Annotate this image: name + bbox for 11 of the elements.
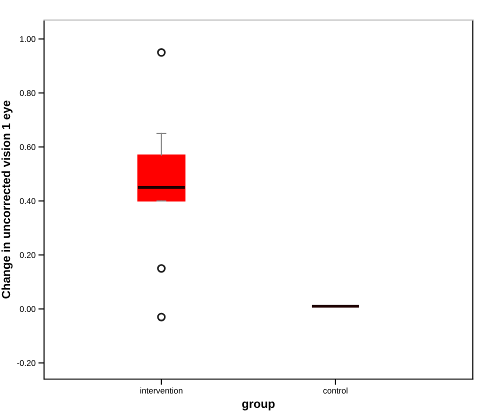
y-tick-label: 0.80 xyxy=(20,90,36,96)
x-axis-title: group xyxy=(242,402,275,410)
y-tick-label: 0.20 xyxy=(20,252,36,258)
y-tick-label: 1.00 xyxy=(20,36,36,42)
y-tick-label: 0.00 xyxy=(20,306,36,312)
x-tick-label: intervention xyxy=(140,387,182,394)
x-tick-label: control xyxy=(323,387,348,394)
y-tick-label: 0.40 xyxy=(20,198,36,204)
y-axis-title: Change in uncorrected vision 1 eye xyxy=(2,100,13,298)
y-tick-label: -0.20 xyxy=(17,360,36,366)
y-tick-label: 0.60 xyxy=(20,144,36,150)
